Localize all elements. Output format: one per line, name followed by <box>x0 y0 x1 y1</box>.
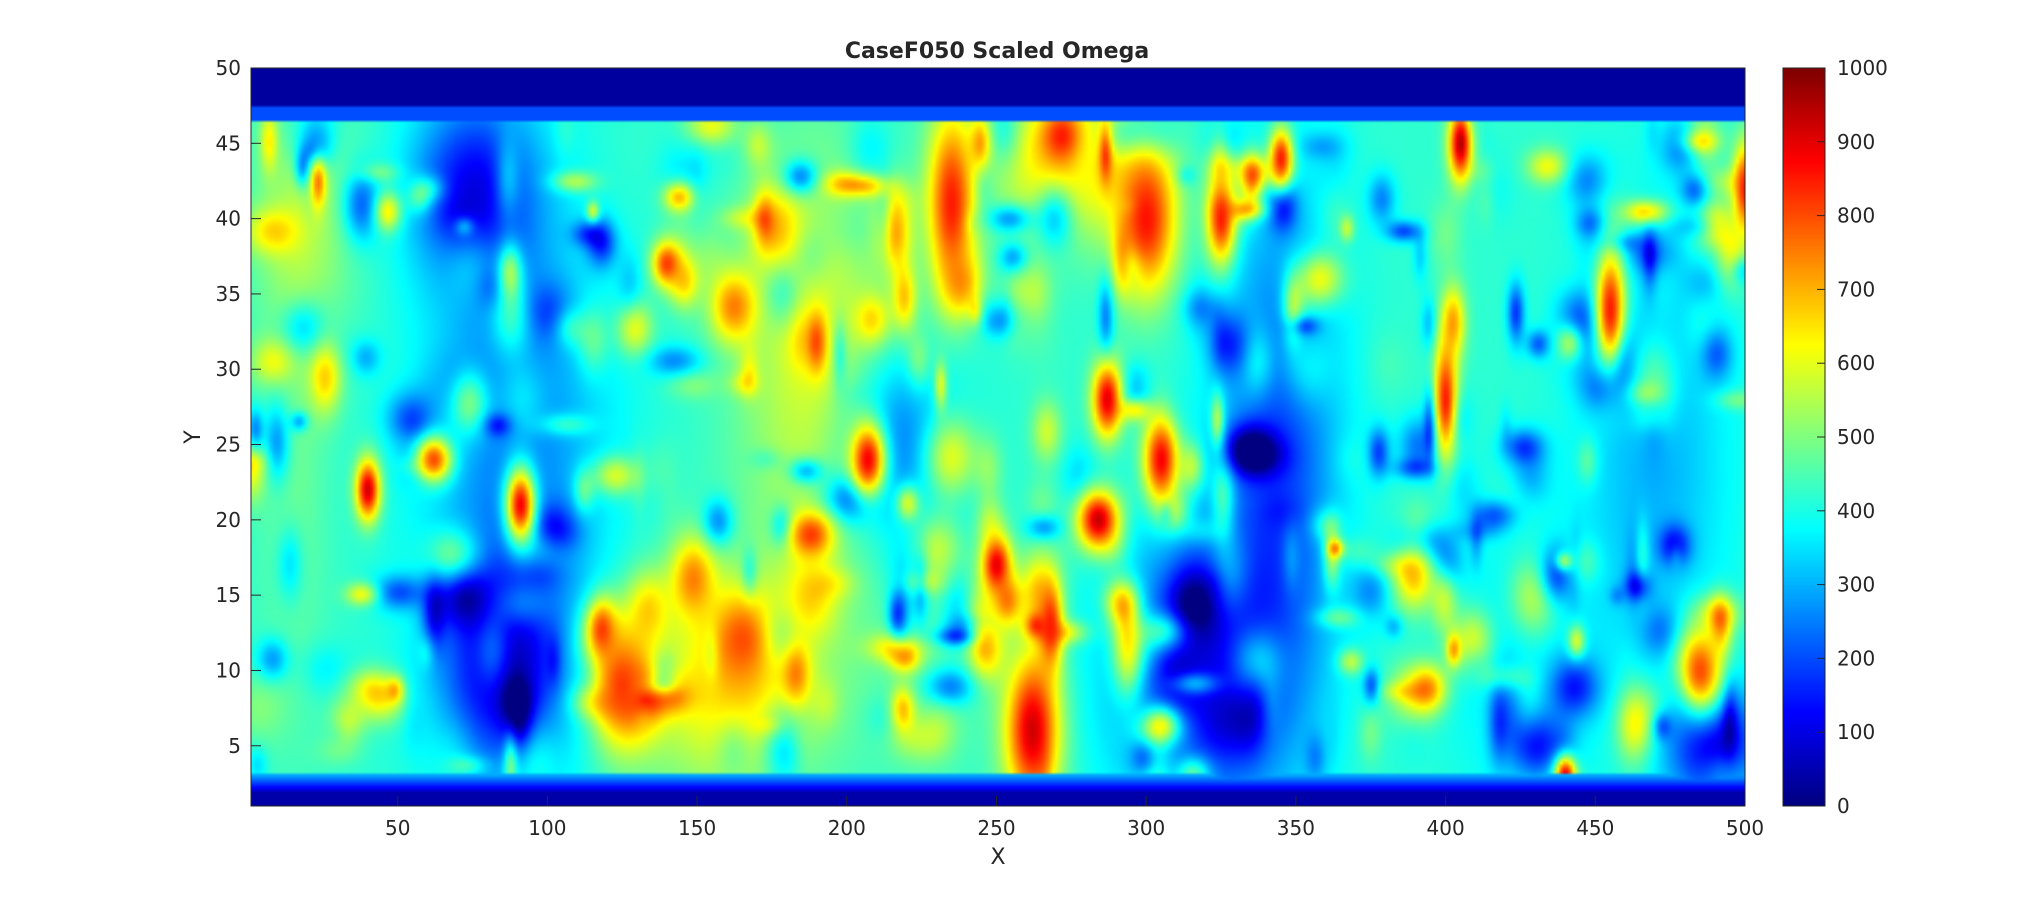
y-tick-label: 50 <box>216 56 241 80</box>
x-tick-label: 200 <box>828 816 866 840</box>
y-tick-label: 10 <box>216 658 241 682</box>
y-axis: 5 10 15 20 25 30 35 40 45 50 <box>216 56 261 758</box>
x-tick-label: 150 <box>678 816 716 840</box>
y-tick-label: 5 <box>228 734 241 758</box>
colorbar-tick-label: 800 <box>1837 204 1875 228</box>
x-tick-label: 300 <box>1127 816 1165 840</box>
colorbar-tick-label: 400 <box>1837 499 1875 523</box>
colorbar-tick-label: 500 <box>1837 425 1875 449</box>
chart-title: CaseF050 Scaled Omega <box>845 39 1149 64</box>
colorbar-tick-label: 1000 <box>1837 56 1888 80</box>
heatmap-image <box>251 68 1745 806</box>
x-tick-label: 250 <box>977 816 1015 840</box>
y-tick-label: 45 <box>216 131 241 155</box>
x-axis-label: X <box>990 845 1005 870</box>
y-tick-label: 30 <box>216 357 241 381</box>
colorbar-tick-label: 300 <box>1837 573 1875 597</box>
x-tick-label: 100 <box>528 816 566 840</box>
colorbar-tick-label: 700 <box>1837 277 1875 301</box>
colorbar-tick-label: 600 <box>1837 351 1875 375</box>
y-tick-label: 25 <box>216 433 241 457</box>
plot-border <box>250 67 1746 807</box>
plot-area <box>250 67 1746 807</box>
x-tick-label: 50 <box>385 816 410 840</box>
colorbar-ticks: 0 100 200 300 400 500 600 700 800 900 1000 <box>1817 56 1888 818</box>
y-tick-label: 20 <box>216 508 241 532</box>
x-tick-label: 400 <box>1427 816 1465 840</box>
x-tick-label: 450 <box>1576 816 1614 840</box>
colorbar: 0 100 200 300 400 500 600 700 800 900 1000 <box>1782 56 1888 818</box>
x-tick-label: 350 <box>1277 816 1315 840</box>
x-axis: 50 100 150 200 250 300 350 400 450 500 <box>385 796 1764 840</box>
y-tick-label: 35 <box>216 282 241 306</box>
y-tick-label: 15 <box>216 583 241 607</box>
colorbar-tick-label: 0 <box>1837 794 1850 818</box>
x-tick-label: 500 <box>1726 816 1764 840</box>
y-axis-label: Y <box>181 430 206 445</box>
colorbar-tick-label: 900 <box>1837 130 1875 154</box>
y-tick-label: 40 <box>216 207 241 231</box>
colorbar-tick-label: 100 <box>1837 720 1875 744</box>
colorbar-tick-label: 200 <box>1837 646 1875 670</box>
